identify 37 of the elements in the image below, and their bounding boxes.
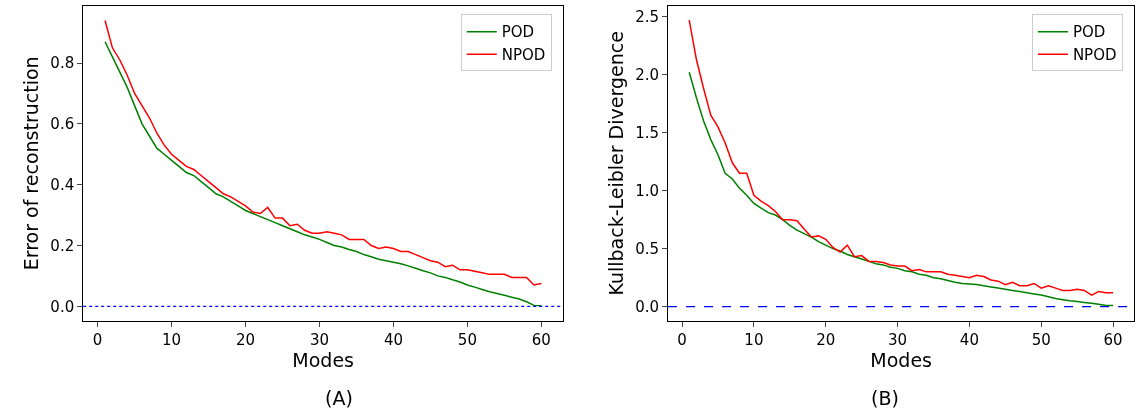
y-tick-label: 2.5 [635, 7, 660, 26]
line-series [688, 71, 1114, 307]
x-tick-label: 40 [959, 330, 979, 349]
x-tick-label: 10 [744, 330, 764, 349]
x-tick-label: 50 [457, 330, 477, 349]
x-tick-label: 60 [1103, 330, 1123, 349]
x-axis-title: Modes [870, 348, 933, 371]
x-axis-title: Modes [292, 348, 355, 371]
y-tick-label: 0.4 [50, 175, 75, 194]
text: (B) [871, 387, 899, 409]
y-tick-label: 0.5 [635, 239, 660, 258]
x-tick-label: 20 [816, 330, 836, 349]
x-tick-label: 10 [162, 330, 182, 349]
x-tick-label: 40 [383, 330, 403, 349]
x-tick-label: 30 [309, 330, 330, 349]
legend-label: POD [501, 23, 535, 42]
legend-label: NPOD [1072, 45, 1117, 64]
x-tick-label: 60 [531, 330, 551, 349]
x-tick-label: 50 [1031, 330, 1051, 349]
y-tick-label: 1.5 [635, 123, 660, 142]
x-tick-label: 30 [888, 330, 908, 349]
y-tick-label: 0.0 [635, 297, 660, 316]
y-tick-label: 0.8 [50, 54, 75, 73]
y-tick-label: 0.6 [50, 115, 75, 134]
legend-label: POD [1072, 23, 1106, 42]
text: (A) [325, 387, 353, 409]
x-tick-label: 0 [677, 330, 687, 349]
y-axis-title: Kullback-Leibler Divergence [605, 31, 628, 296]
y-tick-label: 0.0 [50, 297, 75, 316]
x-tick-label: 0 [92, 330, 103, 349]
y-tick-label: 2.0 [635, 65, 660, 84]
line-series [688, 19, 1114, 296]
legend-label: NPOD [501, 45, 546, 64]
y-tick-label: 0.2 [50, 236, 75, 255]
y-tick-label: 1.0 [635, 181, 660, 200]
x-tick-label: 20 [235, 330, 256, 349]
y-axis-title: Error of reconstruction [20, 56, 43, 271]
